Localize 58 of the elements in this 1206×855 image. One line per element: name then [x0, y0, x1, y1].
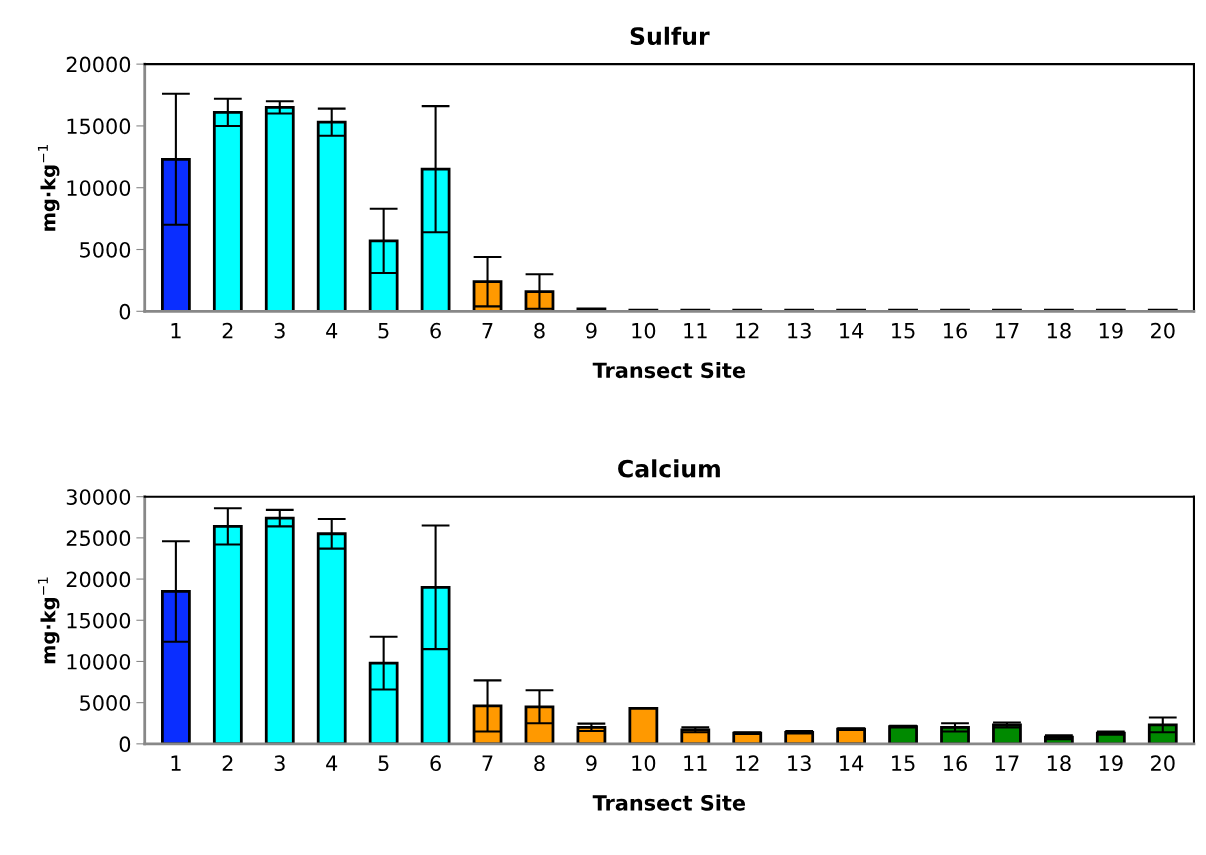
y-tick-label: 20000 [66, 56, 131, 73]
y-tick-label: 5000 [80, 695, 131, 711]
x-tick-label: 8 [534, 322, 545, 339]
y-tick-label: 5000 [80, 241, 131, 258]
x-tick-label: 17 [995, 323, 1019, 339]
x-tick-label: 5 [378, 755, 389, 772]
y-tick-label: 0 [119, 736, 131, 753]
y-tick-label: 10000 [67, 180, 131, 196]
x-tick-label: 14 [840, 323, 864, 339]
x-axis-title: Transect Site [592, 362, 746, 379]
x-tick-label: 17 [995, 755, 1019, 771]
x-tick-label: 9 [586, 322, 597, 339]
x-tick-label: 6 [430, 755, 441, 772]
y-axis-title: mg·kg$^{−1}$ [37, 577, 60, 664]
x-tick-label: 5 [378, 323, 389, 339]
x-tick-label: 15 [892, 755, 915, 772]
x-tick-label: 8 [534, 755, 545, 772]
x-tick-label: 10 [632, 755, 656, 772]
x-axis-title: Transect Site [592, 794, 746, 811]
x-tick-label: 4 [326, 755, 338, 771]
x-tick-label: 4 [326, 323, 338, 339]
x-tick-label: 9 [586, 755, 597, 772]
x-tick-label: 1 [171, 323, 181, 339]
x-tick-label: 19 [1099, 755, 1123, 772]
x-tick-label: 13 [788, 755, 811, 772]
x-tick-label: 7 [482, 323, 493, 339]
y-tick-label: 30000 [66, 489, 131, 505]
x-tick-label: 18 [1047, 322, 1071, 339]
x-tick-label: 3 [274, 322, 285, 339]
y-tick-label: 0 [119, 303, 131, 320]
y-tick-label: 15000 [67, 118, 131, 135]
x-tick-label: 2 [222, 322, 233, 339]
x-tick-label: 13 [788, 322, 811, 339]
x-tick-label: 7 [482, 755, 493, 771]
x-tick-label: 19 [1099, 322, 1123, 339]
x-tick-label: 18 [1047, 755, 1071, 772]
x-tick-label: 6 [430, 322, 441, 339]
y-tick-label: 25000 [66, 530, 131, 547]
x-tick-label: 20 [1151, 322, 1175, 339]
x-tick-label: 12 [736, 755, 759, 771]
x-tick-label: 14 [840, 755, 864, 771]
x-tick-label: 11 [684, 755, 707, 771]
x-tick-label: 20 [1151, 755, 1175, 772]
y-axis-title: mg·kg$^{−1}$ [37, 144, 60, 231]
x-tick-label: 16 [944, 322, 967, 339]
x-tick-label: 3 [274, 755, 285, 772]
y-tick-label: 20000 [66, 571, 131, 588]
chart-title: Sulfur [630, 26, 710, 46]
x-tick-label: 1 [171, 755, 181, 771]
x-tick-label: 16 [944, 755, 967, 772]
x-tick-label: 11 [684, 323, 707, 339]
x-tick-label: 12 [736, 322, 759, 339]
y-tick-label: 15000 [67, 612, 131, 629]
x-tick-label: 2 [222, 755, 233, 771]
x-tick-label: 10 [632, 322, 656, 339]
chart-title: Calcium [618, 459, 720, 478]
y-tick-label: 10000 [67, 653, 131, 670]
x-tick-label: 15 [892, 323, 915, 339]
